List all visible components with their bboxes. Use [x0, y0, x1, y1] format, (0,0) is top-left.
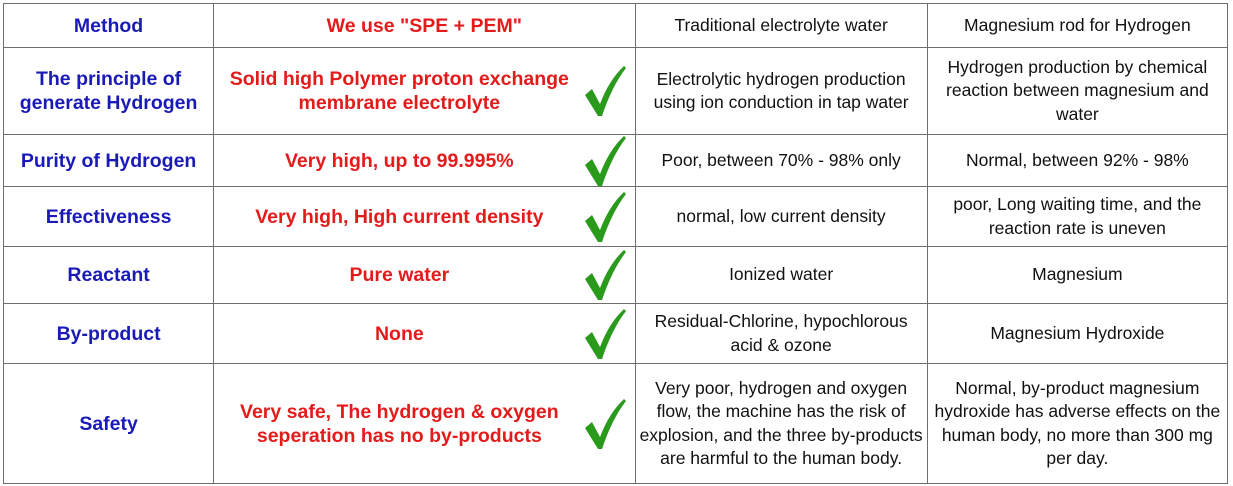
- row-ours-cell: None: [213, 303, 636, 364]
- row-method: Reactant: [2, 246, 215, 304]
- row-ours: Very safe, The hydrogen & oxygen seperat…: [240, 400, 559, 447]
- row-method: The principle of generate Hydrogen: [2, 47, 215, 135]
- header-ours: We use "SPE + PEM": [213, 3, 636, 48]
- row-traditional: Very poor, hydrogen and oxygen flow, the…: [634, 363, 928, 484]
- table-row: Reactant Pure water Ionized water Magnes…: [2, 246, 1229, 304]
- row-ours-cell: Very high, up to 99.995%: [213, 134, 636, 187]
- header-method: Method: [2, 3, 215, 48]
- table-row: Effectiveness Very high, High current de…: [2, 186, 1229, 247]
- header-magnesium: Magnesium rod for Hydrogen: [926, 3, 1229, 48]
- row-ours-cell: Solid high Polymer proton exchange membr…: [213, 47, 636, 135]
- row-traditional: Ionized water: [634, 246, 928, 304]
- table-row: Purity of Hydrogen Very high, up to 99.9…: [2, 134, 1229, 187]
- row-method: Safety: [2, 363, 215, 484]
- row-magnesium: Normal, by-product magnesium hydroxide h…: [926, 363, 1229, 484]
- row-method: Purity of Hydrogen: [2, 134, 215, 187]
- checkmark-icon: [583, 135, 627, 186]
- table-row: Safety Very safe, The hydrogen & oxygen …: [2, 363, 1229, 484]
- checkmark-icon: [583, 307, 627, 361]
- row-ours: Very high, High current density: [255, 205, 544, 228]
- row-ours: Solid high Polymer proton exchange membr…: [229, 68, 569, 114]
- row-ours: Very high, up to 99.995%: [284, 149, 514, 172]
- row-ours: Pure water: [349, 264, 450, 286]
- row-magnesium: Magnesium: [926, 246, 1229, 304]
- checkmark-icon: [583, 248, 627, 302]
- row-magnesium: poor, Long waiting time, and the reactio…: [926, 186, 1229, 247]
- checkmark-icon: [583, 190, 627, 244]
- checkmark-icon: [583, 64, 627, 118]
- row-traditional: Poor, between 70% - 98% only: [634, 134, 928, 187]
- row-traditional: Electrolytic hydrogen production using i…: [634, 47, 928, 135]
- row-magnesium: Magnesium Hydroxide: [926, 303, 1229, 364]
- row-method: Effectiveness: [2, 186, 215, 247]
- row-ours-cell: Pure water: [213, 246, 636, 304]
- row-traditional: Residual-Chlorine, hypochlorous acid & o…: [634, 303, 928, 364]
- header-row: Method We use "SPE + PEM" Traditional el…: [2, 3, 1229, 48]
- row-ours: None: [374, 322, 424, 345]
- row-ours-cell: Very high, High current density: [213, 186, 636, 247]
- row-magnesium: Normal, between 92% - 98%: [926, 134, 1229, 187]
- row-ours-cell: Very safe, The hydrogen & oxygen seperat…: [213, 363, 636, 484]
- comparison-table: Method We use "SPE + PEM" Traditional el…: [2, 3, 1229, 484]
- table-row: By-product None Residual-Chlorine, hypoc…: [2, 303, 1229, 364]
- row-traditional: normal, low current density: [634, 186, 928, 247]
- row-magnesium: Hydrogen production by chemical reaction…: [926, 47, 1229, 135]
- header-traditional: Traditional electrolyte water: [634, 3, 928, 48]
- checkmark-icon: [583, 397, 627, 451]
- table-row: The principle of generate Hydrogen Solid…: [2, 47, 1229, 135]
- row-method: By-product: [2, 303, 215, 364]
